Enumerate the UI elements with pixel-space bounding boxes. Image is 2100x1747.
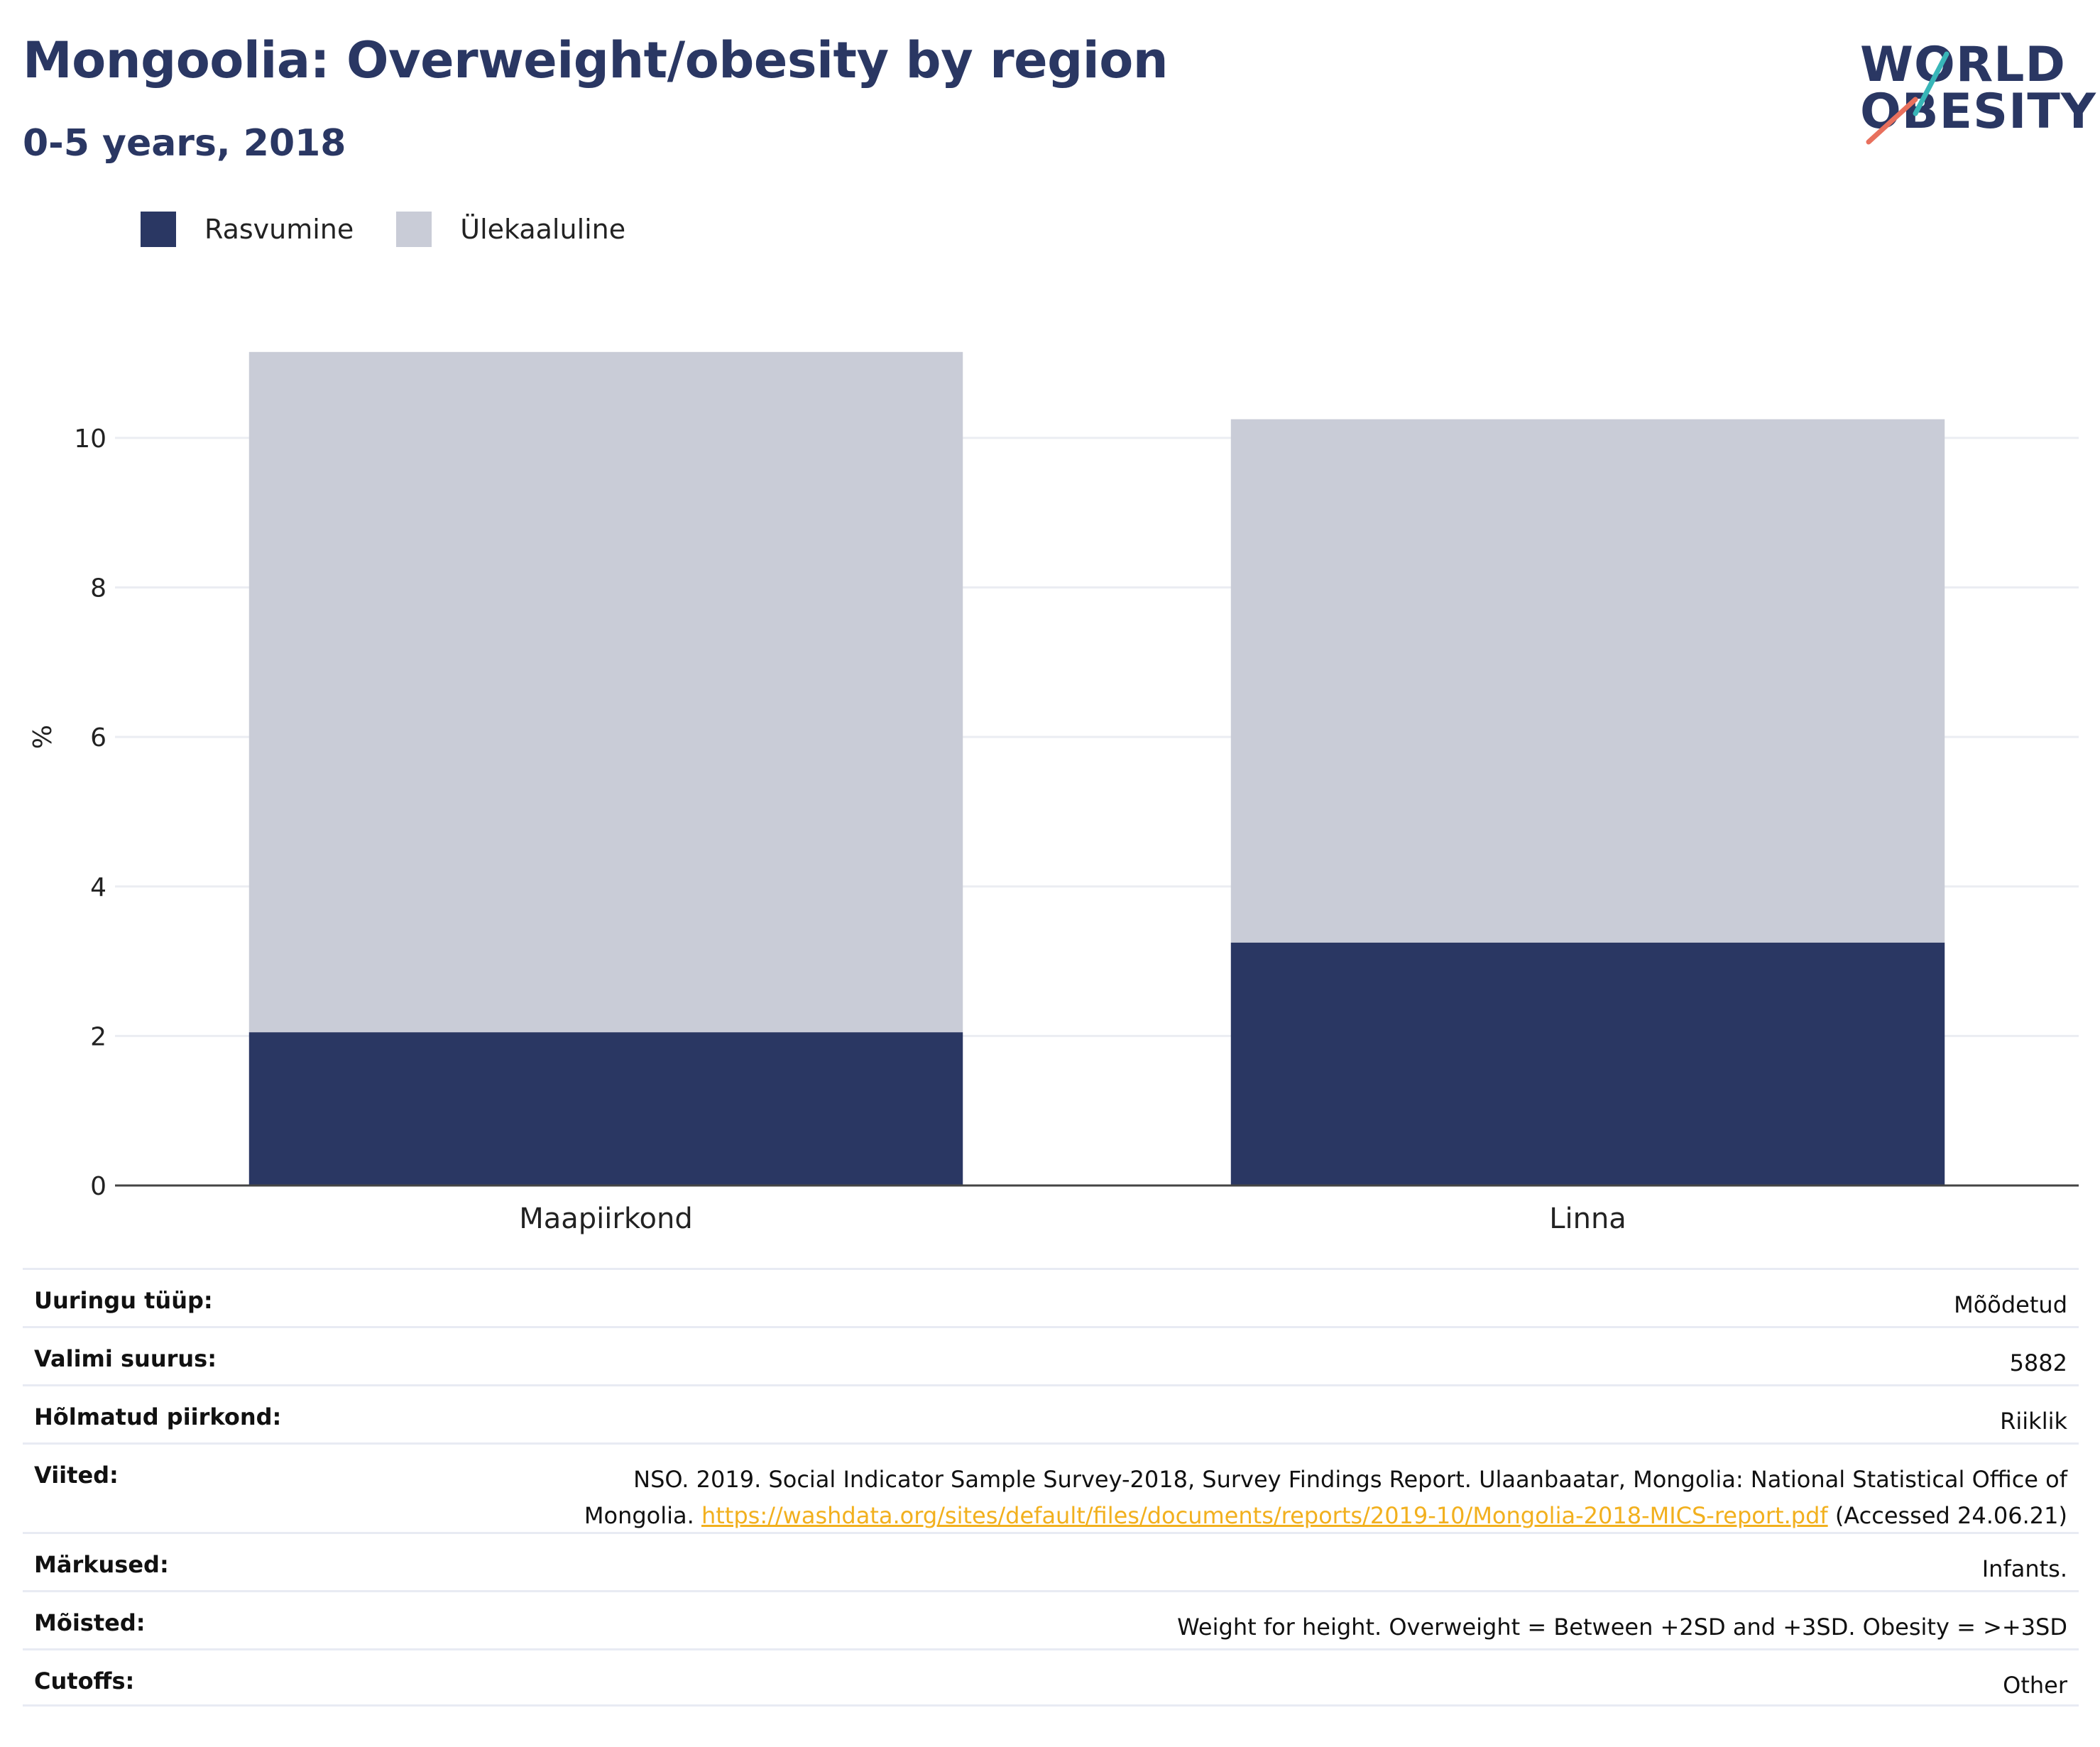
- info-label: Uuringu tüüp:: [34, 1287, 213, 1314]
- legend-swatch-rasvumine: [141, 212, 176, 247]
- reference-text: NSO. 2019. Social Indicator Sample Surve…: [584, 1466, 2067, 1530]
- info-row-definitions: Mõisted: Weight for height. Overweight =…: [23, 1590, 2079, 1648]
- y-tick-label: 6: [90, 723, 106, 752]
- y-tick-label: 8: [90, 574, 106, 603]
- chart-legend: Rasvumine Ülekaaluline: [141, 212, 668, 247]
- info-label: Mõisted:: [34, 1609, 146, 1636]
- legend-item-ulekaaluline[interactable]: Ülekaaluline: [396, 212, 625, 247]
- page-title: Mongoolia: Overweight/obesity by region: [23, 31, 1169, 89]
- logo-slash-icon: [1866, 51, 1949, 145]
- bar-ulekaaluline-maapiirkond: [248, 351, 963, 1033]
- reference-link[interactable]: https://washdata.org/sites/default/files…: [701, 1502, 1828, 1530]
- info-row-coverage: Hõlmatud piirkond: Riiklik: [23, 1384, 2079, 1442]
- info-label: Valimi suurus:: [34, 1345, 217, 1372]
- y-tick-label: 10: [74, 425, 106, 454]
- info-row-notes: Märkused: Infants.: [23, 1532, 2079, 1590]
- info-row-cutoffs: Cutoffs: Other: [23, 1648, 2079, 1707]
- legend-label-rasvumine: Rasvumine: [204, 214, 354, 245]
- stacked-bar-chart: 0 2 4 6 8 10% Maapiirkond Linna: [28, 351, 2079, 1235]
- info-row-survey-type: Uuringu tüüp: Mõõdetud: [23, 1268, 2079, 1326]
- info-label: Hõlmatud piirkond:: [34, 1403, 282, 1430]
- logo-slash-teal: [1913, 51, 1949, 116]
- info-value: Mõõdetud: [1954, 1291, 2067, 1318]
- x-tick-label: Linna: [1549, 1203, 1626, 1235]
- info-value: 5882: [2009, 1349, 2067, 1376]
- y-tick-label: 0: [90, 1172, 106, 1201]
- info-label: Märkused:: [34, 1551, 169, 1578]
- info-value: Weight for height. Overweight = Between …: [1177, 1614, 2067, 1641]
- legend-item-rasvumine[interactable]: Rasvumine: [141, 212, 354, 247]
- reference-accessed: (Accessed 24.06.21): [1827, 1502, 2067, 1530]
- legend-swatch-ulekaaluline: [396, 212, 432, 247]
- y-axis-label: %: [28, 725, 58, 749]
- legend-label-ulekaaluline: Ülekaaluline: [460, 214, 626, 245]
- info-label: Viited:: [34, 1462, 119, 1489]
- logo-line-1: WORLD: [1860, 37, 2066, 93]
- info-value: Other: [2003, 1672, 2067, 1699]
- bar-rasvumine-linna: [1230, 942, 1945, 1185]
- x-tick-label: Maapiirkond: [519, 1203, 693, 1235]
- bar-rasvumine-maapiirkond: [248, 1032, 963, 1185]
- metadata-table: Uuringu tüüp: Mõõdetud Valimi suurus: 58…: [23, 1268, 2079, 1707]
- info-value-reference: NSO. 2019. Social Indicator Sample Surve…: [548, 1462, 2067, 1534]
- page-subtitle: 0-5 years, 2018: [23, 122, 346, 165]
- y-tick-label: 2: [90, 1022, 106, 1051]
- info-label: Cutoffs:: [34, 1667, 135, 1694]
- y-tick-label: 4: [90, 873, 106, 902]
- info-value: Infants.: [1981, 1555, 2067, 1582]
- info-row-references: Viited: NSO. 2019. Social Indicator Samp…: [23, 1442, 2079, 1532]
- logo-slash-coral: [1866, 97, 1918, 145]
- bar-ulekaaluline-linna: [1230, 419, 1945, 943]
- world-obesity-logo: WORLD OBESITY: [1853, 28, 2096, 149]
- info-value: Riiklik: [2000, 1408, 2067, 1435]
- info-row-sample-size: Valimi suurus: 5882: [23, 1326, 2079, 1384]
